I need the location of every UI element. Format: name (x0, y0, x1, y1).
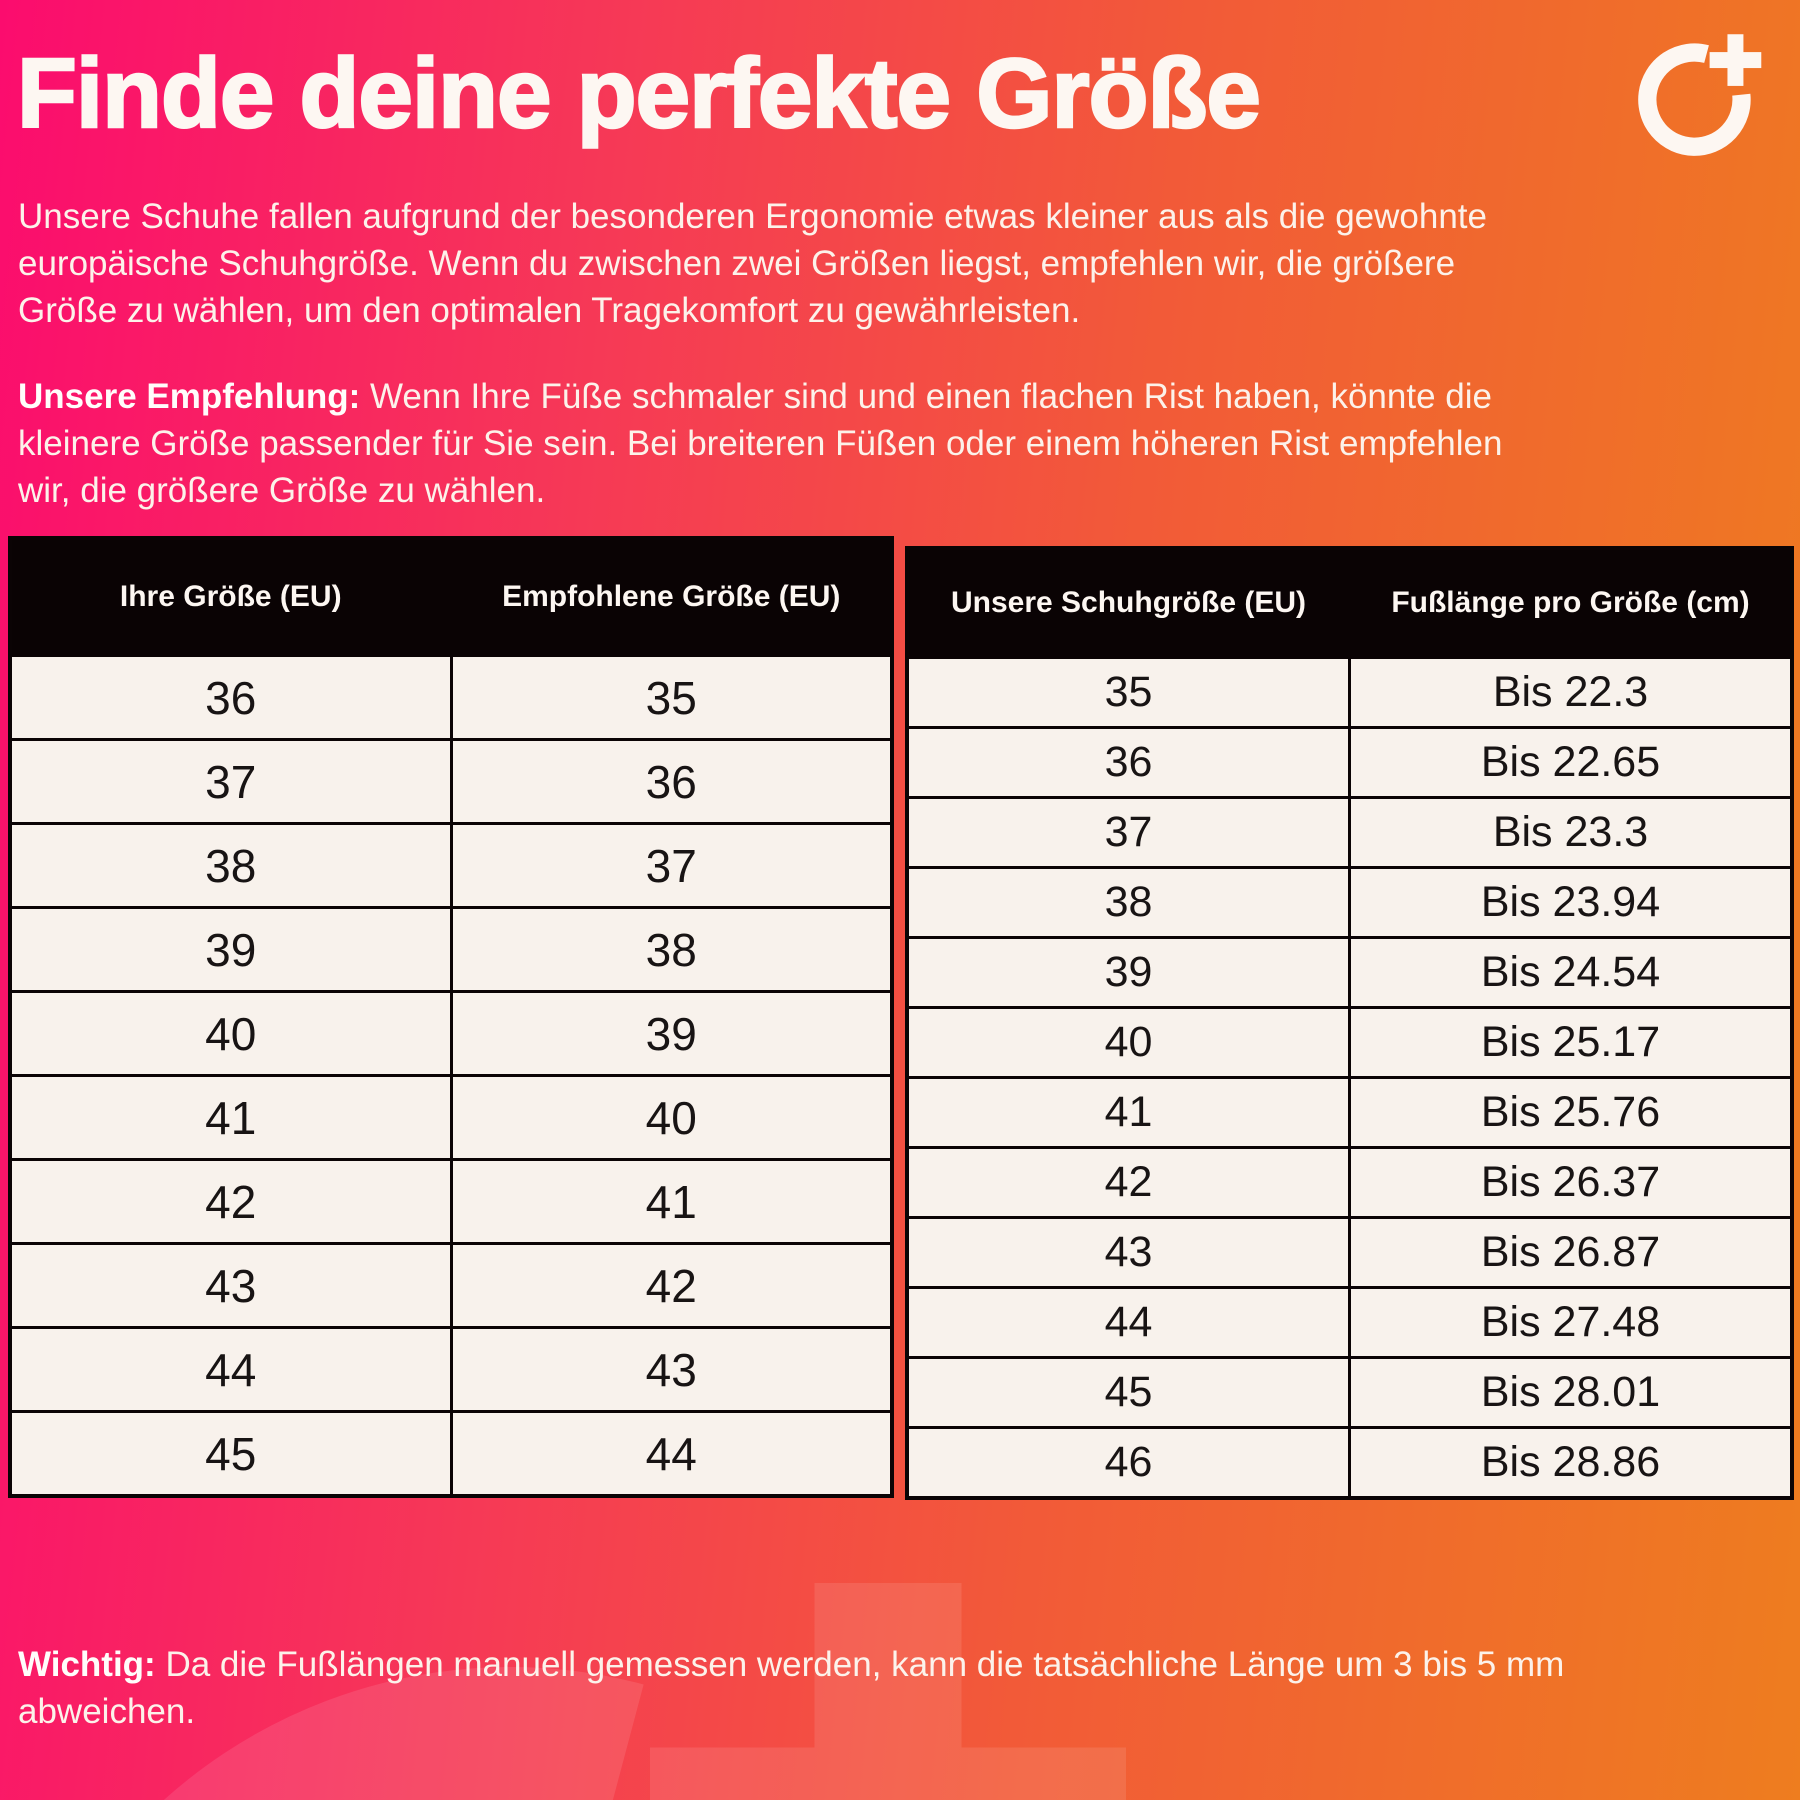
table-cell: Bis 28.01 (1348, 1356, 1794, 1429)
table-cell: 38 (449, 906, 894, 993)
table-cell: 44 (905, 1286, 1351, 1359)
table-cell: 37 (905, 796, 1351, 869)
table-cell: 39 (8, 906, 453, 993)
note-line: abweichen. (18, 1692, 196, 1731)
recommendation-label: Unsere Empfehlung: (18, 377, 361, 416)
table-cell: 36 (449, 738, 894, 825)
intro-line: Unsere Schuhe fallen aufgrund der besond… (18, 197, 1487, 236)
table-cell: Bis 23.94 (1348, 866, 1794, 939)
table-cell: 42 (8, 1158, 453, 1245)
table-row: 38 37 (8, 822, 894, 909)
table-cell: 45 (905, 1356, 1351, 1429)
table-cell: 43 (8, 1242, 453, 1329)
table-cell: 43 (905, 1216, 1351, 1289)
table-cell: 42 (905, 1146, 1351, 1219)
table-cell: 44 (8, 1326, 453, 1413)
note-label: Wichtig: (18, 1645, 156, 1684)
table-cell: 35 (449, 654, 894, 741)
table-row: 46 Bis 28.86 (905, 1426, 1794, 1500)
table-row: 44 43 (8, 1326, 894, 1413)
table-row: 37 Bis 23.3 (905, 796, 1794, 869)
recommendation-line: Wenn Ihre Füße schmaler sind und einen f… (370, 377, 1492, 416)
table-row: 43 Bis 26.87 (905, 1216, 1794, 1289)
recommendation-line: kleinere Größe passender für Sie sein. B… (18, 424, 1503, 463)
table-header-row: Ihre Größe (EU) Empfohlene Größe (EU) (8, 536, 894, 657)
table-cell: Bis 25.17 (1348, 1006, 1794, 1079)
size-conversion-table: Ihre Größe (EU) Empfohlene Größe (EU) 36 3… (8, 536, 894, 1498)
column-header: Unsere Schuhgröße (EU) (905, 546, 1351, 659)
table-row: 41 40 (8, 1074, 894, 1161)
table-cell: 40 (8, 990, 453, 1077)
note-line: Da die Fußlängen manuell gemessen werden… (165, 1645, 1565, 1684)
table-cell: 46 (905, 1426, 1351, 1500)
table-cell: Bis 23.3 (1348, 796, 1794, 869)
table-cell: 39 (449, 990, 894, 1077)
column-header: Fußlänge pro Größe (cm) (1348, 546, 1794, 659)
table-cell: 37 (449, 822, 894, 909)
table-cell: Bis 26.87 (1348, 1216, 1794, 1289)
brand-circle-plus-icon (1638, 34, 1762, 156)
table-cell: 39 (905, 936, 1351, 1009)
foot-length-table: Unsere Schuhgröße (EU) Fußlänge pro Größe… (905, 546, 1794, 1500)
table-cell: 43 (449, 1326, 894, 1413)
table-cell: 40 (449, 1074, 894, 1161)
important-note: Wichtig: Da die Fußlängen manuell gemess… (18, 1641, 1564, 1735)
table-header-row: Unsere Schuhgröße (EU) Fußlänge pro Größe… (905, 546, 1794, 659)
intro-text: Unsere Schuhe fallen aufgrund der besond… (18, 193, 1487, 334)
table-row: 40 39 (8, 990, 894, 1077)
column-header: Ihre Größe (EU) (8, 536, 453, 657)
table-row: 39 Bis 24.54 (905, 936, 1794, 1009)
table-row: 43 42 (8, 1242, 894, 1329)
table-cell: 36 (8, 654, 453, 741)
recommendation-text: Unsere Empfehlung: Wenn Ihre Füße schmal… (18, 373, 1502, 514)
table-row: 41 Bis 25.76 (905, 1076, 1794, 1149)
table-cell: 38 (905, 866, 1351, 939)
table-cell: Bis 22.3 (1348, 656, 1794, 729)
table-cell: 35 (905, 656, 1351, 729)
table-cell: 41 (8, 1074, 453, 1161)
table-cell: 40 (905, 1006, 1351, 1079)
table-row: 44 Bis 27.48 (905, 1286, 1794, 1359)
table-row: 42 Bis 26.37 (905, 1146, 1794, 1219)
table-row: 36 35 (8, 654, 894, 741)
table-row: 38 Bis 23.94 (905, 866, 1794, 939)
table-row: 35 Bis 22.3 (905, 656, 1794, 729)
table-cell: Bis 22.65 (1348, 726, 1794, 799)
table-row: 39 38 (8, 906, 894, 993)
table-row: 36 Bis 22.65 (905, 726, 1794, 799)
table-cell: 41 (905, 1076, 1351, 1149)
table-cell: Bis 24.54 (1348, 936, 1794, 1009)
table-row: 37 36 (8, 738, 894, 825)
table-cell: Bis 26.37 (1348, 1146, 1794, 1219)
table-row: 45 44 (8, 1410, 894, 1498)
table-cell: 36 (905, 726, 1351, 799)
column-header: Empfohlene Größe (EU) (449, 536, 894, 657)
page-title: Finde deine perfekte Größe (16, 38, 1262, 148)
table-row: 40 Bis 25.17 (905, 1006, 1794, 1079)
table-cell: 45 (8, 1410, 453, 1498)
table-row: 45 Bis 28.01 (905, 1356, 1794, 1429)
intro-line: Größe zu wählen, um den optimalen Tragek… (18, 291, 1081, 330)
table-cell: 44 (449, 1410, 894, 1498)
table-cell: 38 (8, 822, 453, 909)
table-cell: Bis 25.76 (1348, 1076, 1794, 1149)
recommendation-line: wir, die größere Größe zu wählen. (18, 471, 546, 510)
table-row: 42 41 (8, 1158, 894, 1245)
table-cell: 37 (8, 738, 453, 825)
table-cell: Bis 28.86 (1348, 1426, 1794, 1500)
table-cell: Bis 27.48 (1348, 1286, 1794, 1359)
table-cell: 41 (449, 1158, 894, 1245)
intro-line: europäische Schuhgröße. Wenn du zwischen… (18, 244, 1456, 283)
table-cell: 42 (449, 1242, 894, 1329)
